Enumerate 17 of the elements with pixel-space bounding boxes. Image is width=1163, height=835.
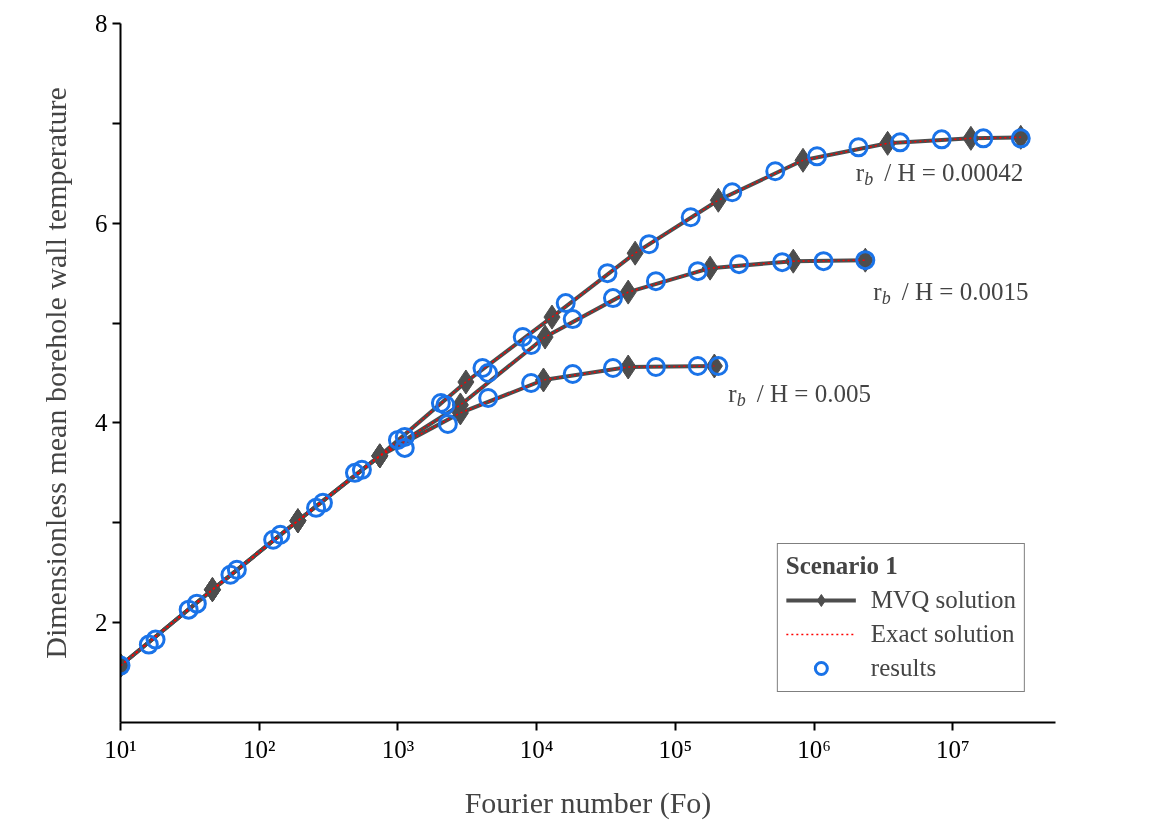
y-tick-label: 6 <box>95 209 108 237</box>
x-tick-label: 10⁴ <box>519 735 554 763</box>
y-tick-label: 4 <box>95 409 108 437</box>
x-tick-label: 10⁶ <box>797 735 831 763</box>
legend-label: results <box>870 654 937 682</box>
x-tick-label: 10³ <box>381 735 415 763</box>
x-tick-label: 10⁵ <box>658 735 693 763</box>
y-tick-label: 8 <box>95 10 108 37</box>
legend-label: MVQ solution <box>870 586 1016 614</box>
x-tick-label: 10⁷ <box>935 735 970 763</box>
x-axis-title: Fourier number (Fo) <box>464 785 712 820</box>
x-tick-label: 10² <box>242 735 276 763</box>
legend-title: Scenario 1 <box>785 552 899 580</box>
y-axis-title: Dimensionless mean borehole wall temperature <box>39 87 72 659</box>
y-tick-label: 2 <box>95 609 108 637</box>
x-tick-label: 10¹ <box>104 735 137 763</box>
legend-label: Exact solution <box>870 620 1015 648</box>
